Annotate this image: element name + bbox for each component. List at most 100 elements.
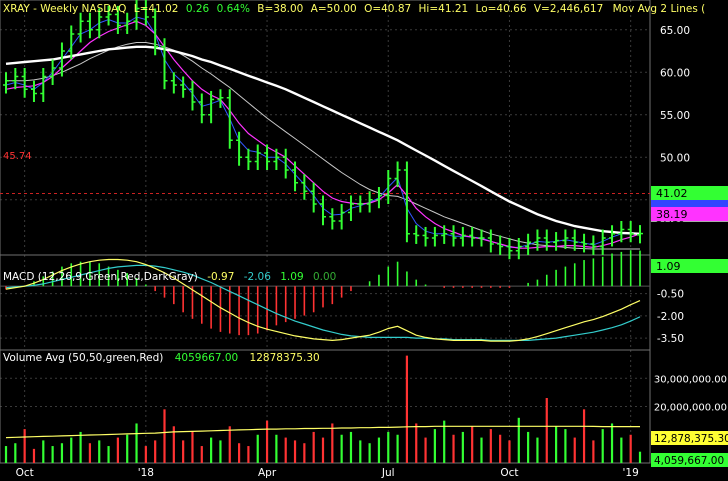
price-bar [394,161,401,187]
price-bar [96,8,103,39]
price-bar [441,225,448,244]
price-bar [422,226,429,247]
ask-value: A=50.00 [311,3,357,15]
price-bar [189,80,196,111]
vol-last-badge-bg [651,453,728,467]
change-percent: 0.64% [217,3,250,15]
panel-frames [0,0,651,464]
price-bar [49,59,56,85]
price-bar [543,229,550,251]
price-bar [525,233,532,255]
volume-avg-line [5,425,640,439]
price-bar [618,221,625,243]
price-bar [581,233,588,253]
price-bar [599,229,606,255]
macd-value-2: -2.06 [244,271,271,283]
price-bar [515,238,522,260]
x-tick-label: '19 [623,467,639,479]
price-bar [375,187,382,209]
price-badges: 37.10 41.02 38.19 [651,186,728,225]
price-bar [12,68,19,90]
price-bar [478,229,485,247]
vol-last-badge: 4,059,667.00 [654,455,724,467]
price-y-tick-label: 60.00 [660,67,690,79]
price-bar [637,225,643,244]
volume-value-2: 12878375.30 [250,352,320,364]
price-y-tick-label: 50.00 [660,152,690,164]
macd-badge: 1.09 [656,260,681,273]
price-bar [497,235,504,255]
symbol-line: XRAY - Weekly NASDAQ [3,3,126,15]
badge-ma-bg [651,207,728,221]
price-bar [161,38,168,90]
volume-label: Volume Avg (50,50,green,Red) [3,352,163,364]
low-value: Lo=40.66 [476,3,527,15]
price-bar [105,5,112,26]
macd-value-1: -0.97 [207,271,234,283]
price-bar [590,235,597,255]
volume-header: Volume Avg (50,50,green,Red) 4059667.00 … [3,352,320,364]
price-bar [329,208,336,230]
price-bar [21,68,28,98]
price-bar [180,76,187,98]
volume-panel [4,355,642,463]
macd-badges: 1.09 [651,259,728,273]
high-value: Hi=41.21 [419,3,469,15]
ema-pink-line [5,20,641,249]
vol-avg-badge-bg [651,431,728,445]
volume-y-tick-label: 30,000,000.00 [654,374,727,385]
x-tick-label: Apr [258,467,277,479]
price-bar [58,42,65,77]
macd-signal-line [5,264,641,341]
price-bar [254,144,261,170]
price-bar [86,12,93,39]
x-tick-label: '18 [138,467,154,479]
volume-value: V=2,446,617 [534,3,603,15]
grid-lines [0,0,650,463]
price-bar [627,221,634,243]
price-bar [562,229,569,250]
price-bar [450,225,457,247]
price-bar [133,0,140,30]
price-bar [609,225,616,247]
price-bar [366,191,373,213]
macd-y-tick-label: -2.00 [657,311,684,323]
price-bar [320,195,326,226]
price-bar [245,148,252,170]
last-price: L=41.02 [134,3,179,15]
price-bar [236,131,243,166]
volume-y-tick-label: 20,000,000.00 [654,403,727,414]
macd-panel [0,250,650,342]
level-label: 45.74 [3,151,32,162]
price-bar [292,161,299,192]
badge-ma: 38.19 [656,208,688,221]
x-tick-label: Oct [500,467,518,479]
price-bar [30,80,37,102]
price-bar [469,226,476,247]
price-bar [264,144,271,170]
price-bar [413,225,420,244]
price-bar [68,25,75,60]
macd-line [5,258,641,342]
macd-value-4: 0.00 [313,271,336,283]
price-bar [170,72,177,94]
volume-value-1: 4059667.00 [175,352,238,364]
badge-last-bg [651,186,728,200]
macd-y-tick-label: -0.50 [657,289,684,301]
open-value: O=40.87 [364,3,411,15]
volume-badges: 12,878,375.30 4,059,667.00 [651,431,728,467]
macd-value-3: 1.09 [280,271,303,283]
price-bar [124,12,131,34]
price-bar [226,89,233,149]
ma-slow-line [5,45,641,235]
badge-last: 41.02 [656,187,688,200]
price-bar [553,232,560,251]
price-bar [431,226,438,247]
price-bar [459,226,466,247]
price-panel [0,0,650,260]
price-bar [198,93,205,124]
mov-avg-label: Mov Avg 2 Lines ( [613,3,706,15]
price-bar [282,148,289,179]
price-bar [338,204,345,230]
